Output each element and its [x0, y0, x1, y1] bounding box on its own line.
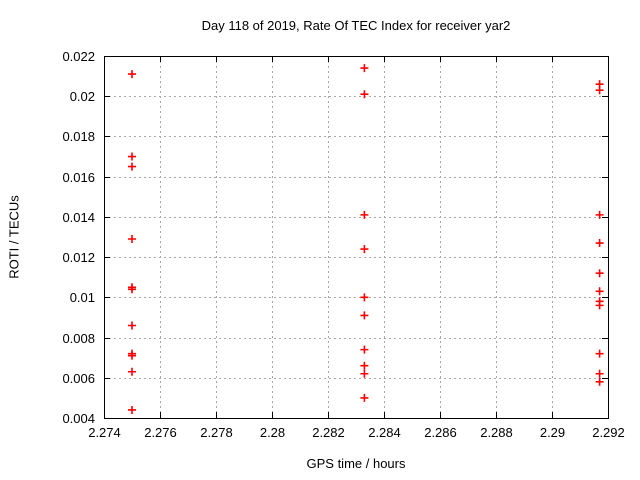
- data-point-marker: [128, 405, 136, 414]
- y-tick-label: 0.018: [62, 129, 95, 144]
- y-tick-label: 0.008: [62, 331, 95, 346]
- data-point-marker: [128, 162, 136, 171]
- data-point-marker: [360, 90, 369, 99]
- x-tick-label: 2.278: [200, 425, 233, 440]
- x-tick-label: 2.282: [312, 425, 345, 440]
- data-point-marker: [360, 345, 369, 354]
- data-point-marker: [360, 210, 369, 219]
- data-point-marker: [360, 369, 369, 378]
- chart-title: Day 118 of 2019, Rate Of TEC Index for r…: [201, 18, 511, 33]
- y-tick-label: 0.01: [70, 290, 95, 305]
- x-tick-label: 2.28: [260, 425, 285, 440]
- data-point-marker: [595, 287, 604, 296]
- x-tick-label: 2.274: [88, 425, 121, 440]
- data-point-marker: [595, 239, 604, 248]
- x-tick-label: 2.288: [480, 425, 513, 440]
- data-point-marker: [128, 351, 136, 360]
- x-tick-label: 2.276: [144, 425, 177, 440]
- x-axis-label: GPS time / hours: [306, 456, 406, 471]
- data-point-marker: [128, 321, 136, 330]
- data-point-marker: [360, 311, 369, 320]
- y-tick-label: 0.006: [62, 371, 95, 386]
- x-tick-label: 2.286: [424, 425, 457, 440]
- y-tick-label: 0.02: [70, 89, 95, 104]
- data-point-marker: [595, 369, 604, 378]
- y-tick-label: 0.022: [62, 49, 95, 64]
- data-point-marker: [595, 377, 604, 386]
- data-point-marker: [595, 349, 604, 358]
- data-point-marker: [128, 70, 136, 79]
- data-point-marker: [595, 210, 604, 219]
- data-point-marker: [360, 293, 369, 302]
- data-point-marker: [128, 235, 136, 244]
- x-tick-label: 2.284: [368, 425, 401, 440]
- data-point-marker: [128, 152, 136, 161]
- y-tick-label: 0.012: [62, 250, 95, 265]
- data-point-marker: [128, 285, 136, 294]
- y-tick-label: 0.014: [62, 210, 95, 225]
- data-point-marker: [595, 86, 604, 95]
- x-tick-label: 2.29: [540, 425, 565, 440]
- data-point-marker: [360, 64, 369, 73]
- data-point-marker: [595, 269, 604, 278]
- plot-border: [104, 56, 609, 419]
- data-point-marker: [595, 301, 604, 310]
- data-point-marker: [360, 361, 369, 370]
- y-tick-label: 0.004: [62, 411, 95, 426]
- data-point-marker: [128, 367, 136, 376]
- data-point-marker: [360, 245, 369, 254]
- x-tick-label: 2.292: [592, 425, 625, 440]
- y-tick-label: 0.016: [62, 170, 95, 185]
- data-point-marker: [360, 393, 369, 402]
